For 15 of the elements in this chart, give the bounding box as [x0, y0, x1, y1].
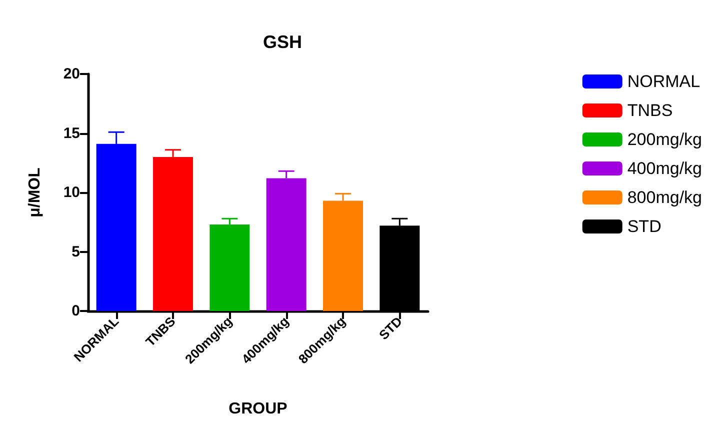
legend-label: 400mg/kg: [627, 159, 702, 178]
y-tick-label: 15: [63, 124, 80, 142]
y-axis-title: μ/MOL: [26, 167, 44, 218]
legend-label: 800mg/kg: [627, 188, 702, 207]
y-tick-label: 0: [72, 302, 80, 320]
legend-label: STD: [627, 217, 662, 236]
legend-label: NORMAL: [627, 72, 700, 91]
legend-label: 200mg/kg: [627, 130, 702, 149]
x-tick-label: STD: [376, 314, 405, 343]
x-axis-title: GROUP: [228, 400, 288, 418]
y-tick-label: 10: [63, 184, 80, 201]
y-tick-label: 20: [63, 66, 80, 82]
y-tick-label: 5: [72, 243, 80, 260]
legend-label: TNBS: [627, 101, 673, 120]
chart-title: GSH: [263, 32, 302, 52]
